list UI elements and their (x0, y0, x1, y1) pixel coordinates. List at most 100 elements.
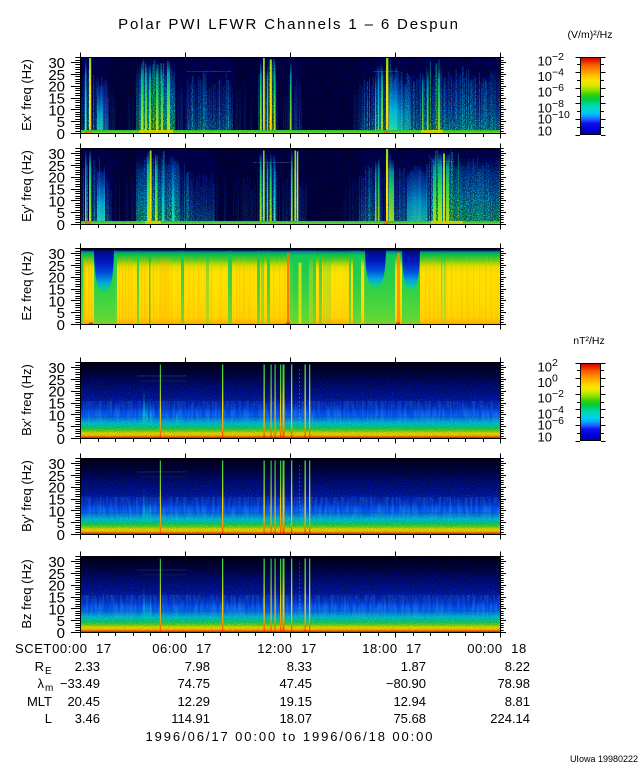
svg-text:30: 30 (48, 146, 65, 163)
svg-text:10: 10 (538, 85, 552, 100)
svg-text:By′ freq (Hz): By′ freq (Hz) (19, 460, 34, 532)
svg-text:UIowa 19980222: UIowa 19980222 (570, 754, 638, 764)
svg-text:15: 15 (48, 590, 65, 607)
svg-text:7.98: 7.98 (185, 659, 210, 674)
svg-text:λ: λ (38, 676, 45, 691)
svg-text:10: 10 (538, 406, 552, 421)
svg-text:10: 10 (538, 360, 552, 375)
svg-text:E: E (45, 666, 52, 677)
svg-text:1996/06/17 00:00 to 1996/06/18: 1996/06/17 00:00 to 1996/06/18 00:00 (146, 729, 435, 744)
svg-text:20: 20 (48, 578, 65, 595)
svg-text:−6: −6 (552, 82, 564, 94)
svg-text:06:00 17: 06:00 17 (152, 641, 212, 656)
svg-text:nT²/Hz: nT²/Hz (573, 335, 605, 347)
svg-text:MLT: MLT (27, 694, 52, 709)
svg-text:20: 20 (48, 270, 65, 287)
svg-text:10: 10 (538, 54, 552, 69)
svg-text:−6: −6 (552, 415, 564, 427)
svg-text:00:00 18: 00:00 18 (467, 641, 527, 656)
svg-text:Ex′ freq (Hz): Ex′ freq (Hz) (19, 59, 34, 131)
svg-text:25: 25 (48, 372, 65, 389)
svg-text:19.15: 19.15 (279, 694, 312, 709)
svg-text:74.75: 74.75 (177, 676, 210, 691)
svg-text:−4: −4 (552, 67, 564, 79)
svg-text:75.68: 75.68 (393, 711, 426, 726)
svg-text:0: 0 (57, 625, 65, 642)
svg-text:30: 30 (48, 554, 65, 571)
svg-text:114.91: 114.91 (171, 711, 210, 726)
svg-text:2.33: 2.33 (75, 659, 100, 674)
svg-text:47.45: 47.45 (279, 676, 312, 691)
svg-text:1.87: 1.87 (401, 659, 426, 674)
svg-text:2: 2 (552, 357, 558, 369)
svg-text:25: 25 (48, 258, 65, 275)
svg-text:−4: −4 (552, 404, 564, 416)
svg-text:12:00 17: 12:00 17 (257, 641, 317, 656)
svg-text:20.45: 20.45 (67, 694, 100, 709)
svg-text:SCET00:00 17: SCET00:00 17 (15, 641, 112, 656)
svg-text:10: 10 (48, 503, 65, 520)
svg-text:224.14: 224.14 (490, 711, 530, 726)
svg-text:−2: −2 (552, 388, 564, 400)
svg-text:−80.90: −80.90 (386, 676, 426, 691)
svg-text:5: 5 (57, 613, 65, 630)
svg-text:5: 5 (57, 114, 65, 131)
svg-text:20: 20 (48, 480, 65, 497)
svg-text:Polar PWI LFWR Channels 1 – 6: Polar PWI LFWR Channels 1 – 6 Despun (118, 16, 460, 33)
svg-text:10: 10 (538, 69, 552, 84)
svg-text:5: 5 (57, 305, 65, 322)
svg-text:0: 0 (57, 217, 65, 234)
svg-text:Bx′ freq (Hz): Bx′ freq (Hz) (19, 364, 34, 436)
svg-text:20: 20 (48, 170, 65, 187)
svg-text:12.29: 12.29 (177, 694, 210, 709)
svg-text:Bz freq (Hz): Bz freq (Hz) (19, 559, 34, 628)
svg-text:10: 10 (48, 193, 65, 210)
svg-text:15: 15 (48, 396, 65, 413)
svg-text:Ey′ freq (Hz): Ey′ freq (Hz) (19, 150, 34, 222)
svg-text:10: 10 (538, 375, 552, 390)
svg-text:m: m (45, 683, 53, 694)
svg-text:10: 10 (538, 430, 552, 445)
svg-text:R: R (35, 659, 44, 674)
svg-text:10: 10 (538, 111, 552, 126)
svg-text:−33.49: −33.49 (60, 676, 100, 691)
svg-text:20: 20 (48, 79, 65, 96)
svg-text:18:00 17: 18:00 17 (362, 641, 422, 656)
svg-text:10: 10 (48, 601, 65, 618)
svg-text:15: 15 (48, 282, 65, 299)
svg-text:0: 0 (57, 431, 65, 448)
svg-text:78.98: 78.98 (497, 676, 530, 691)
svg-text:(V/m)²/Hz: (V/m)²/Hz (568, 29, 613, 41)
svg-text:0: 0 (57, 527, 65, 544)
svg-text:30: 30 (48, 55, 65, 72)
svg-text:15: 15 (48, 492, 65, 509)
svg-text:25: 25 (48, 158, 65, 175)
svg-text:25: 25 (48, 468, 65, 485)
svg-text:20: 20 (48, 384, 65, 401)
svg-text:8.33: 8.33 (287, 659, 312, 674)
svg-text:30: 30 (48, 360, 65, 377)
svg-text:25: 25 (48, 67, 65, 84)
svg-text:−2: −2 (552, 51, 564, 63)
svg-text:10: 10 (48, 293, 65, 310)
svg-text:30: 30 (48, 456, 65, 473)
svg-text:10: 10 (538, 124, 552, 139)
svg-text:12.94: 12.94 (393, 694, 426, 709)
svg-text:0: 0 (57, 317, 65, 334)
svg-text:15: 15 (48, 182, 65, 199)
svg-text:−8: −8 (552, 98, 564, 110)
svg-text:10: 10 (48, 102, 65, 119)
svg-text:10: 10 (48, 407, 65, 424)
svg-text:10: 10 (538, 417, 552, 432)
svg-text:10: 10 (538, 391, 552, 406)
svg-text:8.22: 8.22 (505, 659, 530, 674)
svg-text:5: 5 (57, 515, 65, 532)
svg-text:18.07: 18.07 (279, 711, 312, 726)
svg-text:15: 15 (48, 91, 65, 108)
svg-text:−10: −10 (552, 109, 570, 121)
svg-text:5: 5 (57, 205, 65, 222)
svg-text:30: 30 (48, 246, 65, 263)
svg-text:10: 10 (538, 100, 552, 115)
svg-text:3.46: 3.46 (75, 711, 100, 726)
svg-text:Ez freq (Hz): Ez freq (Hz) (19, 251, 34, 320)
